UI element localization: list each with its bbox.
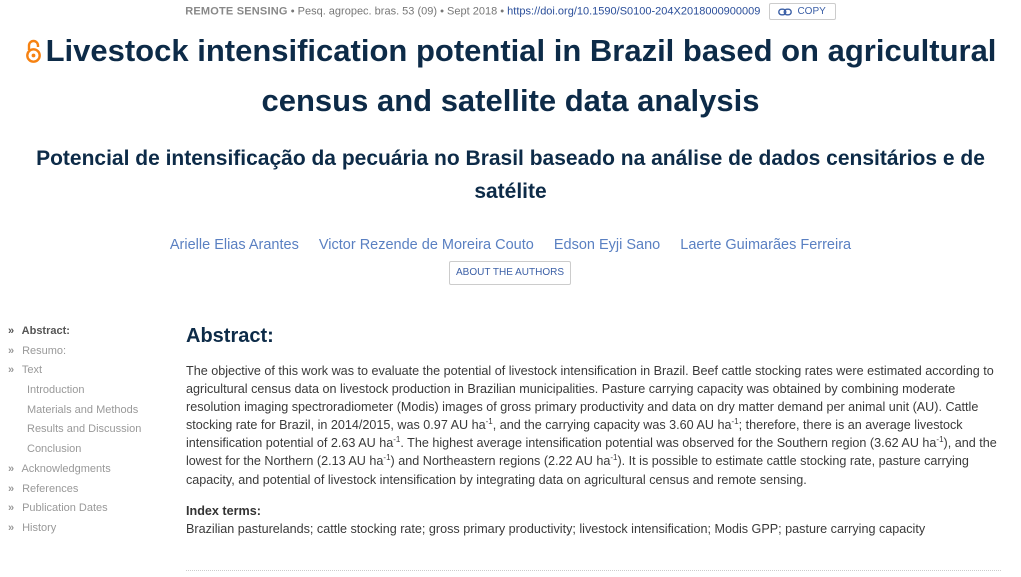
abstract-text-part: . The highest average intensification po… — [400, 436, 937, 451]
toc-item-acknowledgments[interactable]: » Acknowledgments — [8, 460, 178, 480]
abstract-text-part: , and the carrying capacity was 3.60 AU … — [492, 418, 732, 433]
superscript: -1 — [610, 453, 618, 463]
journal-citation: Pesq. agropec. bras. 53 (09) — [297, 5, 438, 18]
toc-item-materials-and-methods[interactable]: Materials and Methods — [27, 403, 139, 416]
author-list: Arielle Elias Arantes Victor Rezende de … — [0, 237, 1021, 253]
toc-item-label: References — [22, 482, 79, 495]
meta-separator: • — [500, 5, 508, 18]
chevron-right-icon: » — [8, 364, 15, 377]
copy-doi-label: COPY — [797, 6, 826, 17]
article-title-text: Livestock intensification potential in B… — [45, 33, 997, 118]
abstract-text-part: The objective of this work was to evalua… — [186, 364, 994, 433]
abstract-text-part: ), and the lowest for the Northern (2.13… — [186, 436, 997, 469]
toc-item-label: Text — [21, 364, 43, 377]
index-terms-heading: Index terms: — [186, 503, 261, 518]
translated-title: Potencial de intensificação da pecuária … — [36, 147, 985, 203]
chevron-right-icon: » — [8, 344, 15, 357]
article-meta: REMOTE SENSING • Pesq. agropec. bras. 53… — [0, 3, 1021, 20]
abstract-text-part: ). It is possible to estimate cattle sto… — [186, 454, 969, 487]
doi-link[interactable]: https://doi.org/10.1590/S0100-204X201800… — [507, 5, 761, 18]
toc-item-references[interactable]: » References — [8, 480, 178, 500]
chevron-right-icon: » — [8, 502, 15, 515]
publication-date: Sept 2018 — [447, 5, 498, 18]
abstract-text: The objective of this work was to evalua… — [186, 362, 1001, 489]
chevron-right-icon: » — [8, 482, 15, 495]
index-terms-text: Brazilian pasturelands; cattle stocking … — [186, 521, 926, 536]
abstract-section: Abstract: The objective of this work was… — [186, 322, 1001, 538]
chevron-right-icon: » — [8, 325, 15, 337]
toc-item-introduction[interactable]: Introduction — [27, 384, 85, 397]
superscript: -1 — [485, 417, 493, 427]
toc-item-resumo[interactable]: » Resumo: — [8, 342, 178, 362]
toc-item-text[interactable]: » Text — [8, 361, 178, 381]
copy-doi-button[interactable]: COPY — [769, 3, 836, 20]
toc-item-publication-dates[interactable]: » Publication Dates — [8, 499, 178, 519]
toc-item-label: Abstract: — [21, 325, 70, 337]
abstract-text-part: ; therefore, there is an average livesto… — [186, 418, 963, 451]
superscript: -1 — [393, 435, 401, 445]
chevron-right-icon: » — [8, 521, 15, 534]
superscript: -1 — [731, 417, 739, 427]
author-link[interactable]: Laerte Guimarães Ferreira — [680, 237, 852, 253]
toc-item-conclusion[interactable]: Conclusion — [27, 443, 82, 456]
open-access-icon — [25, 29, 42, 77]
link-icon — [778, 8, 793, 15]
article-title: Livestock intensification potential in B… — [0, 27, 1021, 125]
toc-item-results-and-discussion[interactable]: Results and Discussion — [27, 423, 142, 436]
toc-item-history[interactable]: » History — [8, 519, 178, 539]
toc-item-abstract[interactable]: » Abstract: — [8, 322, 178, 342]
superscript: -1 — [383, 453, 391, 463]
toc-item-label: Acknowledgments — [21, 462, 111, 475]
abstract-text-part: ) and Northeastern regions (2.22 AU ha — [390, 454, 611, 469]
table-of-contents: » Abstract: » Resumo: » Text Introductio… — [8, 322, 178, 539]
section-label: REMOTE SENSING — [185, 5, 288, 18]
meta-separator: • — [440, 5, 448, 18]
author-link[interactable]: Arielle Elias Arantes — [169, 237, 299, 253]
author-link[interactable]: Victor Rezende de Moreira Couto — [318, 237, 534, 253]
author-link[interactable]: Edson Eyji Sano — [553, 237, 661, 253]
about-authors-button[interactable]: ABOUT THE AUTHORS — [449, 261, 571, 285]
chevron-right-icon: » — [8, 462, 15, 475]
section-divider — [186, 570, 1001, 571]
toc-item-label: Resumo: — [22, 344, 67, 357]
superscript: -1 — [936, 435, 944, 445]
abstract-heading: Abstract: — [186, 325, 274, 347]
toc-item-label: History — [22, 521, 57, 534]
toc-item-label: Publication Dates — [22, 502, 108, 515]
meta-separator: • — [290, 5, 298, 18]
